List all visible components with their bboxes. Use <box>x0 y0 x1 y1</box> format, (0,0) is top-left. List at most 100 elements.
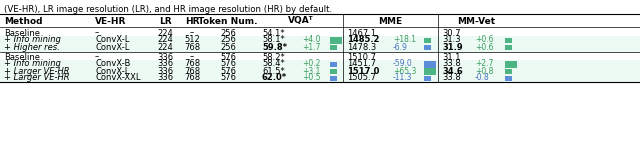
Text: 33.8: 33.8 <box>442 59 461 69</box>
Text: 768: 768 <box>184 59 200 69</box>
Text: +0.5: +0.5 <box>302 73 321 83</box>
FancyBboxPatch shape <box>424 37 431 42</box>
Text: Baseline: Baseline <box>4 53 40 61</box>
Text: 1517.0: 1517.0 <box>347 67 380 75</box>
FancyBboxPatch shape <box>0 67 640 75</box>
FancyBboxPatch shape <box>424 75 431 80</box>
Text: -6.9: -6.9 <box>393 42 408 52</box>
FancyBboxPatch shape <box>505 37 512 42</box>
Text: 1485.2: 1485.2 <box>347 36 380 44</box>
Text: 224: 224 <box>157 29 173 37</box>
FancyBboxPatch shape <box>0 59 640 69</box>
Text: +0.6: +0.6 <box>475 36 493 44</box>
Text: 576: 576 <box>220 73 236 83</box>
Text: 58.1*: 58.1* <box>262 36 285 44</box>
FancyBboxPatch shape <box>505 60 517 68</box>
Text: 62.0*: 62.0* <box>262 73 287 83</box>
Text: 336: 336 <box>157 67 173 75</box>
FancyBboxPatch shape <box>505 75 512 80</box>
Text: Token Num.: Token Num. <box>198 17 258 25</box>
FancyBboxPatch shape <box>0 36 640 44</box>
Text: MME: MME <box>378 17 403 25</box>
Text: (VE-HR), LR image resolution (LR), and HR image resolution (HR) by default.: (VE-HR), LR image resolution (LR), and H… <box>4 5 332 14</box>
Text: 61.5*: 61.5* <box>262 67 285 75</box>
Text: VE-HR: VE-HR <box>95 17 126 25</box>
Text: 336: 336 <box>157 53 173 61</box>
Text: 33.8: 33.8 <box>442 73 461 83</box>
Text: MM-Vet: MM-Vet <box>458 17 495 25</box>
Text: +1.7: +1.7 <box>302 42 321 52</box>
Text: +3.1: +3.1 <box>302 67 321 75</box>
Text: 576: 576 <box>220 59 236 69</box>
Text: 336: 336 <box>157 73 173 83</box>
Text: 34.6: 34.6 <box>442 67 463 75</box>
Text: 58.4*: 58.4* <box>262 59 285 69</box>
Text: +18.1: +18.1 <box>393 36 416 44</box>
Text: Baseline: Baseline <box>4 29 40 37</box>
FancyBboxPatch shape <box>505 44 512 50</box>
Text: +0.6: +0.6 <box>475 42 493 52</box>
Text: –: – <box>190 29 194 37</box>
Text: ConvX-L: ConvX-L <box>95 36 129 44</box>
Text: + Info mining: + Info mining <box>4 36 61 44</box>
Text: ConvX-B: ConvX-B <box>95 59 131 69</box>
Text: Method: Method <box>4 17 42 25</box>
Text: 224: 224 <box>157 42 173 52</box>
Text: LR: LR <box>159 17 172 25</box>
Text: –: – <box>95 29 99 37</box>
Text: ConvX-L: ConvX-L <box>95 42 129 52</box>
FancyBboxPatch shape <box>330 69 337 73</box>
Text: 1467.1: 1467.1 <box>347 29 376 37</box>
FancyBboxPatch shape <box>505 69 512 73</box>
Text: + Higher res.: + Higher res. <box>4 42 60 52</box>
Text: 59.8*: 59.8* <box>262 42 287 52</box>
Text: 1510.7: 1510.7 <box>347 53 376 61</box>
Text: 768: 768 <box>184 67 200 75</box>
Text: 576: 576 <box>220 67 236 75</box>
Text: -11.3: -11.3 <box>393 73 413 83</box>
Text: 256: 256 <box>220 42 236 52</box>
FancyBboxPatch shape <box>330 44 337 50</box>
Text: + Larger VE-HR: + Larger VE-HR <box>4 73 70 83</box>
Text: + Larger VE-HR: + Larger VE-HR <box>4 67 70 75</box>
FancyBboxPatch shape <box>330 61 337 67</box>
FancyBboxPatch shape <box>0 73 640 83</box>
FancyBboxPatch shape <box>330 36 342 43</box>
Text: 768: 768 <box>184 42 200 52</box>
FancyBboxPatch shape <box>424 60 436 68</box>
FancyBboxPatch shape <box>330 75 337 80</box>
Text: -59.0: -59.0 <box>393 59 413 69</box>
FancyBboxPatch shape <box>424 68 436 74</box>
Text: VQAᵀ: VQAᵀ <box>288 17 313 25</box>
Text: 30.7: 30.7 <box>442 29 461 37</box>
FancyBboxPatch shape <box>424 44 431 50</box>
Text: 54.1*: 54.1* <box>262 29 285 37</box>
Text: +2.7: +2.7 <box>475 59 493 69</box>
Text: ConvX-L: ConvX-L <box>95 67 129 75</box>
Text: 31.9: 31.9 <box>442 42 463 52</box>
Text: –: – <box>190 53 194 61</box>
Text: -0.8: -0.8 <box>475 73 490 83</box>
Text: –: – <box>95 53 99 61</box>
Text: 336: 336 <box>157 59 173 69</box>
Text: 58.2*: 58.2* <box>262 53 285 61</box>
Text: 256: 256 <box>220 29 236 37</box>
Text: 256: 256 <box>220 36 236 44</box>
Text: + Info mining: + Info mining <box>4 59 61 69</box>
Text: +4.0: +4.0 <box>302 36 321 44</box>
Text: 576: 576 <box>220 53 236 61</box>
Text: 224: 224 <box>157 36 173 44</box>
Text: 31.1: 31.1 <box>442 53 461 61</box>
Text: HR: HR <box>185 17 199 25</box>
Text: 1505.7: 1505.7 <box>347 73 376 83</box>
Text: 768: 768 <box>184 73 200 83</box>
Text: 31.3: 31.3 <box>442 36 461 44</box>
Text: 512: 512 <box>184 36 200 44</box>
Text: ConvX-XXL: ConvX-XXL <box>95 73 141 83</box>
Text: +0.2: +0.2 <box>302 59 321 69</box>
FancyBboxPatch shape <box>0 42 640 52</box>
Text: +0.8: +0.8 <box>475 67 493 75</box>
Text: 1478.3: 1478.3 <box>347 42 376 52</box>
Text: 1451.7: 1451.7 <box>347 59 376 69</box>
Text: +65.3: +65.3 <box>393 67 417 75</box>
